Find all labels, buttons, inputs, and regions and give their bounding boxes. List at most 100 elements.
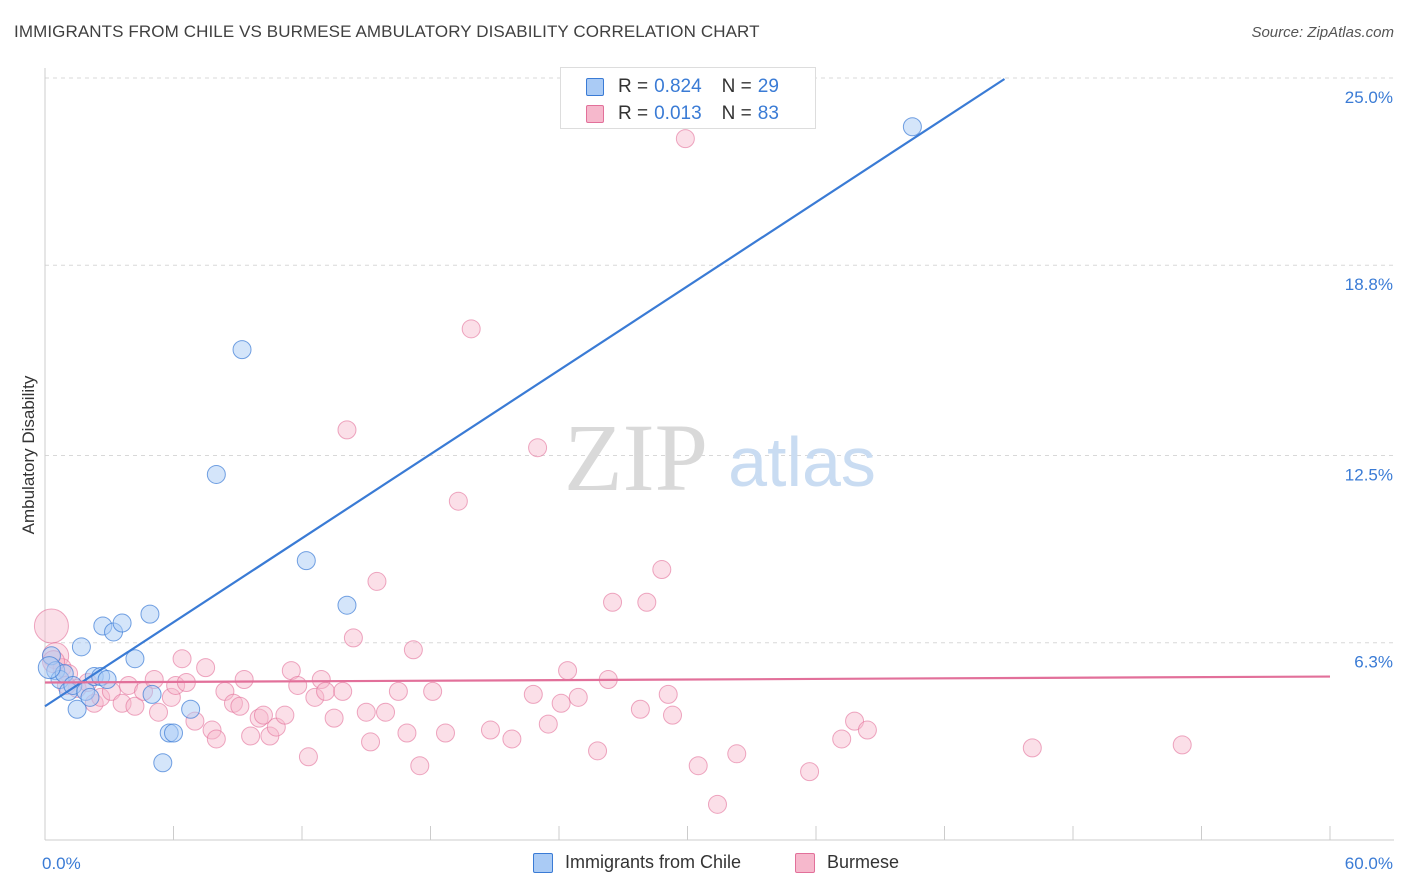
burmese-point — [727, 744, 747, 764]
chile-point — [164, 723, 183, 743]
chile-point — [97, 670, 117, 690]
chile-point — [37, 656, 61, 680]
burmese-point — [241, 726, 261, 746]
burmese-point — [652, 560, 672, 580]
chile-point — [142, 684, 162, 704]
burmese-point — [410, 756, 430, 776]
burmese-point — [538, 714, 558, 734]
chile-point — [232, 340, 252, 360]
burmese-point — [202, 720, 222, 740]
chile-point — [112, 613, 132, 633]
r-label: R = — [618, 76, 649, 97]
r-value: 0.013 — [654, 103, 702, 124]
burmese-point — [230, 696, 250, 716]
chile-point — [153, 753, 173, 773]
burmese-point — [1022, 738, 1042, 758]
burmese-point — [800, 762, 820, 782]
stats-legend-row-burmese: R = 0.013 N = 83 — [586, 102, 779, 126]
axis-layer — [44, 68, 1394, 841]
burmese-point — [361, 732, 381, 752]
chile-point — [71, 637, 91, 657]
burmese-point — [275, 705, 295, 725]
burmese-point — [523, 684, 543, 704]
x-tick-label-min: 0.0% — [42, 854, 81, 873]
burmese-point — [435, 723, 455, 743]
chile-swatch — [586, 78, 604, 96]
burmese-point — [196, 658, 216, 678]
n-label: N = — [721, 76, 752, 97]
n-value: 29 — [757, 76, 779, 97]
x-tick-label-max: 60.0% — [1345, 854, 1393, 873]
burmese-point — [1172, 735, 1192, 755]
burmese-point — [630, 699, 650, 719]
burmese-point — [461, 319, 481, 339]
chile-legend-swatch — [533, 852, 553, 873]
chile-point — [206, 464, 226, 484]
burmese-point — [343, 628, 363, 648]
tick-label-layer: 6.3% 12.5% 18.8% 25.0% 0.0% 60.0% — [42, 88, 1393, 873]
burmese-legend-swatch — [795, 852, 815, 873]
burmese-point — [337, 420, 357, 440]
watermark: ZIP atlas — [564, 404, 876, 511]
burmese-point — [333, 681, 353, 701]
burmese-point — [298, 747, 318, 767]
burmese-point — [688, 756, 708, 776]
burmese-point — [551, 693, 571, 713]
burmese-point — [568, 687, 588, 707]
burmese-point — [480, 720, 500, 740]
chart-title: IMMIGRANTS FROM CHILE VS BURMESE AMBULAT… — [14, 22, 760, 41]
burmese-point — [172, 649, 192, 669]
burmese-point — [603, 592, 623, 612]
burmese-point — [388, 681, 408, 701]
burmese-point — [588, 741, 608, 761]
watermark-zip: ZIP — [564, 404, 708, 511]
burmese-point — [403, 640, 423, 660]
burmese-point — [112, 693, 132, 713]
burmese-point — [448, 491, 468, 511]
burmese-point — [119, 675, 139, 695]
burmese-trend-line — [44, 675, 1331, 684]
burmese-point — [149, 702, 169, 722]
burmese-point — [658, 684, 678, 704]
burmese-swatch — [586, 105, 604, 123]
chile-point — [140, 604, 160, 624]
stats-legend: R = 0.824 N = 29 R = 0.013 N = 83 — [560, 67, 816, 129]
burmese-point — [857, 720, 877, 740]
burmese-point — [376, 702, 396, 722]
stats-legend-row-chile: R = 0.824 N = 29 — [586, 75, 779, 99]
grid-layer — [45, 77, 1394, 644]
watermark-atlas: atlas — [728, 423, 876, 501]
chile-point — [181, 699, 201, 719]
burmese-point — [528, 438, 548, 458]
burmese-point — [234, 670, 254, 690]
chile-legend-label: Immigrants from Chile — [565, 852, 742, 872]
burmese-point — [502, 729, 522, 749]
r-label: R = — [618, 103, 649, 124]
burmese-point — [832, 729, 852, 749]
y-tick-label: 6.3% — [1354, 653, 1393, 672]
legend-item-burmese[interactable]: Burmese — [795, 852, 899, 873]
source-label: Source: ZipAtlas.com — [1251, 24, 1394, 41]
y-tick-label: 12.5% — [1345, 466, 1393, 485]
y-tick-label: 25.0% — [1345, 88, 1393, 107]
burmese-point — [356, 702, 376, 722]
burmese-point — [33, 608, 69, 644]
chile-point — [80, 687, 100, 707]
burmese-point — [161, 687, 181, 707]
burmese-point — [637, 592, 657, 612]
burmese-point — [311, 670, 331, 690]
burmese-point — [316, 681, 336, 701]
chile-point — [337, 595, 357, 615]
burmese-point — [675, 129, 695, 149]
r-value: 0.824 — [654, 76, 702, 97]
chile-point — [125, 649, 145, 669]
burmese-point — [125, 696, 145, 716]
trend-layer — [44, 78, 1331, 708]
burmese-point — [305, 687, 325, 707]
burmese-point — [253, 705, 273, 725]
burmese-point — [663, 705, 683, 725]
legend-item-chile[interactable]: Immigrants from Chile — [533, 852, 741, 873]
chile-point — [296, 551, 316, 571]
burmese-point — [558, 661, 578, 681]
